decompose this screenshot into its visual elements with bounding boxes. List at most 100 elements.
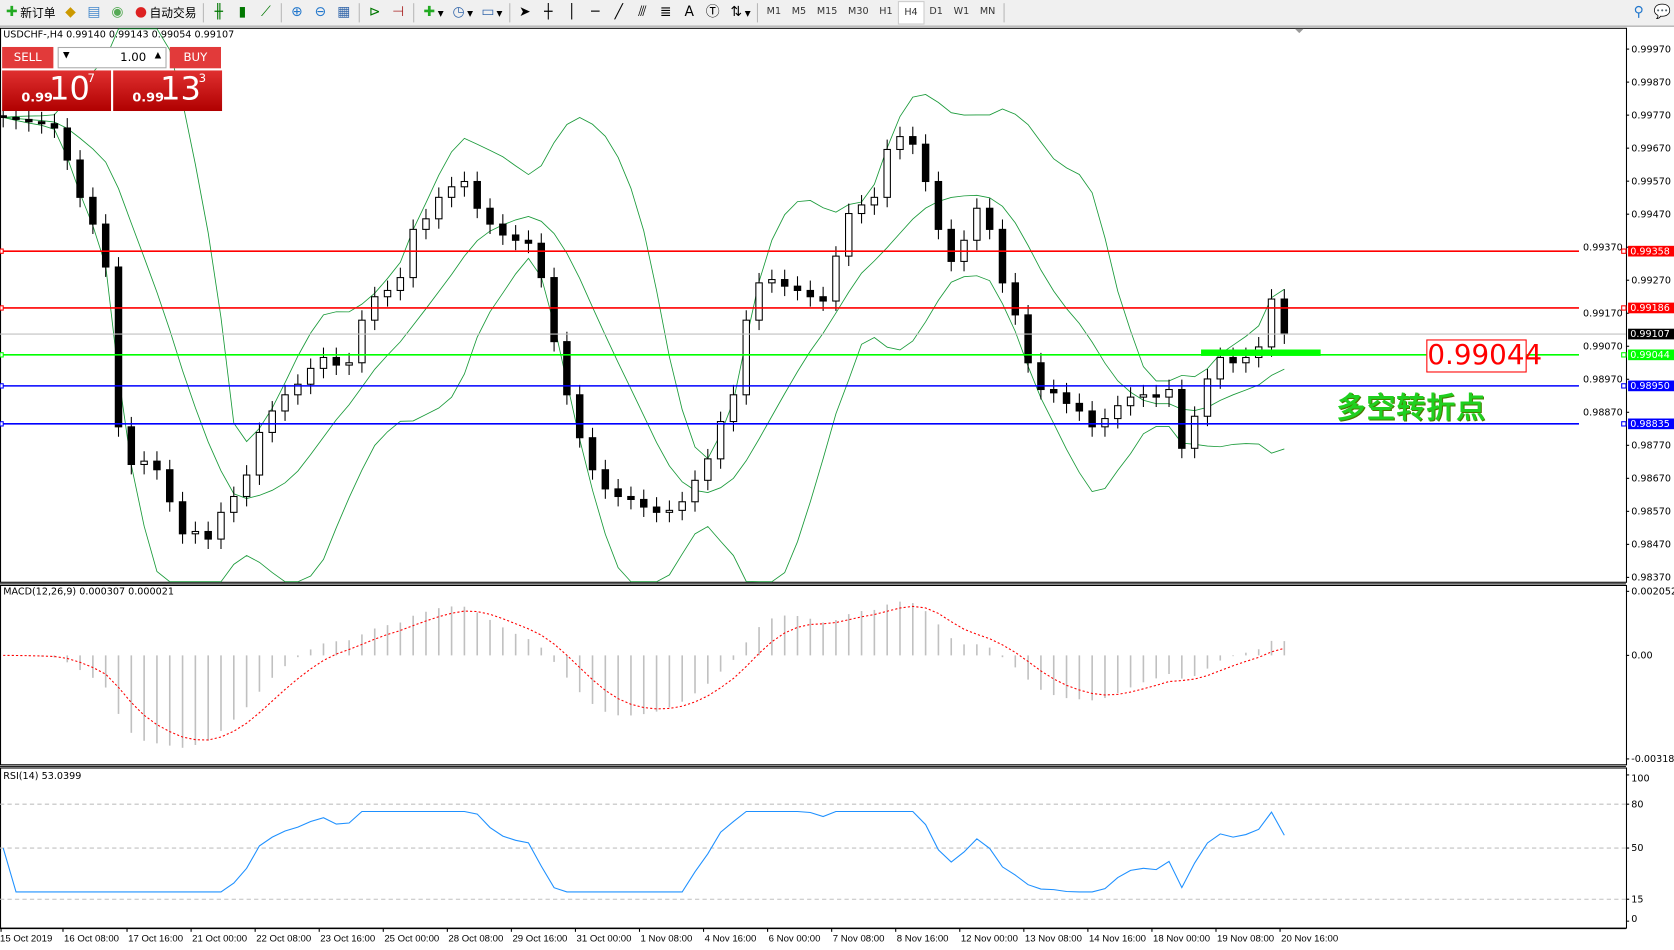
candle[interactable]	[985, 207, 994, 230]
level-handle[interactable]	[1621, 383, 1627, 389]
candle[interactable]	[1203, 378, 1212, 417]
candle[interactable]	[640, 498, 648, 508]
candle[interactable]	[883, 148, 891, 198]
candle[interactable]	[652, 506, 661, 513]
bar-chart-button[interactable]: ╫	[207, 2, 230, 23]
candle[interactable]	[114, 266, 123, 428]
candle[interactable]	[255, 431, 264, 476]
candle[interactable]	[1178, 388, 1186, 449]
candle[interactable]	[1126, 396, 1135, 407]
price-annotation-label[interactable]: 0.99044	[1426, 339, 1543, 373]
timeframe-w1[interactable]: W1	[953, 6, 970, 18]
candle[interactable]	[191, 530, 200, 535]
candle[interactable]	[204, 530, 212, 540]
pivot-zone-marker[interactable]	[1201, 349, 1321, 356]
level-handle[interactable]	[0, 421, 4, 427]
trendline-button[interactable]: ╱	[607, 2, 630, 23]
candle[interactable]	[614, 488, 622, 498]
candle[interactable]	[358, 319, 366, 364]
candle[interactable]	[447, 186, 456, 198]
candle[interactable]	[281, 394, 289, 412]
timeframe-m15[interactable]: M15	[816, 6, 838, 18]
candle[interactable]	[511, 234, 520, 241]
candle[interactable]	[1139, 394, 1148, 398]
candle[interactable]	[345, 362, 353, 366]
line-chart-button[interactable]: ⟋	[254, 2, 277, 23]
candle[interactable]	[37, 121, 46, 125]
candle[interactable]	[704, 458, 712, 481]
candle[interactable]	[0, 115, 7, 118]
buy-button[interactable]: BUY	[169, 46, 221, 69]
candle[interactable]	[998, 228, 1007, 284]
candle[interactable]	[755, 282, 763, 321]
candle[interactable]	[729, 394, 738, 423]
candle[interactable]	[1229, 356, 1237, 364]
candle[interactable]	[1280, 298, 1289, 335]
arrows-button[interactable]: ⇅ ▾	[724, 2, 753, 23]
candle[interactable]	[1114, 405, 1122, 420]
candle[interactable]	[588, 437, 597, 471]
level-handle[interactable]	[0, 383, 4, 389]
candle[interactable]	[1242, 356, 1250, 364]
level-handle[interactable]	[1621, 421, 1627, 427]
chat-button[interactable]: 💬	[1651, 2, 1674, 23]
vertical-line-button[interactable]: │	[560, 2, 583, 23]
tile-button[interactable]: ▦	[332, 2, 355, 23]
candle[interactable]	[857, 204, 866, 215]
candle[interactable]	[563, 341, 571, 396]
candlestick-button[interactable]: ▮	[231, 2, 254, 23]
candle[interactable]	[486, 207, 494, 225]
level-handle[interactable]	[0, 305, 4, 311]
timeframe-d1[interactable]: D1	[929, 6, 943, 18]
candle[interactable]	[1088, 410, 1096, 428]
candle[interactable]	[230, 495, 238, 513]
candle[interactable]	[383, 289, 392, 298]
candle[interactable]	[716, 421, 725, 460]
timeframe-h1[interactable]: H1	[879, 6, 893, 18]
fibo-fan-button[interactable]: ≣	[654, 2, 677, 23]
lots-increase-icon[interactable]: ▲	[154, 50, 162, 60]
candle[interactable]	[153, 460, 161, 471]
candle[interactable]	[550, 277, 558, 343]
candle[interactable]	[1216, 356, 1225, 380]
candle[interactable]	[1101, 418, 1109, 428]
text-label-button[interactable]: Ⓣ	[701, 2, 724, 23]
candle[interactable]	[50, 123, 59, 129]
candle[interactable]	[524, 239, 533, 244]
candle[interactable]	[294, 383, 302, 396]
candle[interactable]	[1011, 282, 1020, 316]
candle[interactable]	[742, 319, 750, 396]
candle[interactable]	[537, 242, 546, 279]
candle[interactable]	[242, 474, 251, 498]
candle[interactable]	[896, 136, 904, 151]
buy-price[interactable]: 0.99 13 3	[113, 70, 223, 112]
sell-button[interactable]: SELL	[2, 46, 54, 69]
new-order-button[interactable]: ✚ 新订单	[0, 2, 59, 23]
pivot-annotation-text[interactable]: 多空转折点	[1336, 391, 1487, 425]
candle[interactable]	[768, 279, 776, 284]
candle[interactable]	[76, 159, 84, 198]
candle[interactable]	[806, 289, 815, 298]
lots-decrease-icon[interactable]: ▼	[62, 50, 70, 60]
sell-price[interactable]: 0.99 10 7	[2, 70, 112, 112]
level-handle[interactable]	[1621, 352, 1627, 358]
zoom-in-button[interactable]: ⊕	[285, 2, 308, 23]
candle[interactable]	[665, 509, 674, 513]
navigator-button[interactable]: ◆	[59, 2, 82, 23]
candle[interactable]	[832, 255, 840, 302]
candle[interactable]	[63, 127, 71, 161]
horizontal-line-button[interactable]: ─	[584, 2, 607, 23]
auto-scroll-button[interactable]: ⊳	[363, 2, 386, 23]
zoom-out-button[interactable]: ⊖	[309, 2, 332, 23]
candle[interactable]	[332, 356, 341, 366]
signals-button[interactable]: ◉	[106, 2, 129, 23]
lots-input[interactable]	[77, 49, 149, 66]
timeframe-h4[interactable]: H4	[897, 1, 925, 25]
candle[interactable]	[396, 277, 405, 291]
auto-trading-button[interactable]: ● 自动交易	[129, 2, 199, 23]
candle[interactable]	[460, 180, 469, 188]
fibonacci-button[interactable]: ⫻	[631, 2, 654, 23]
candle[interactable]	[921, 143, 930, 183]
candle[interactable]	[1075, 402, 1084, 412]
